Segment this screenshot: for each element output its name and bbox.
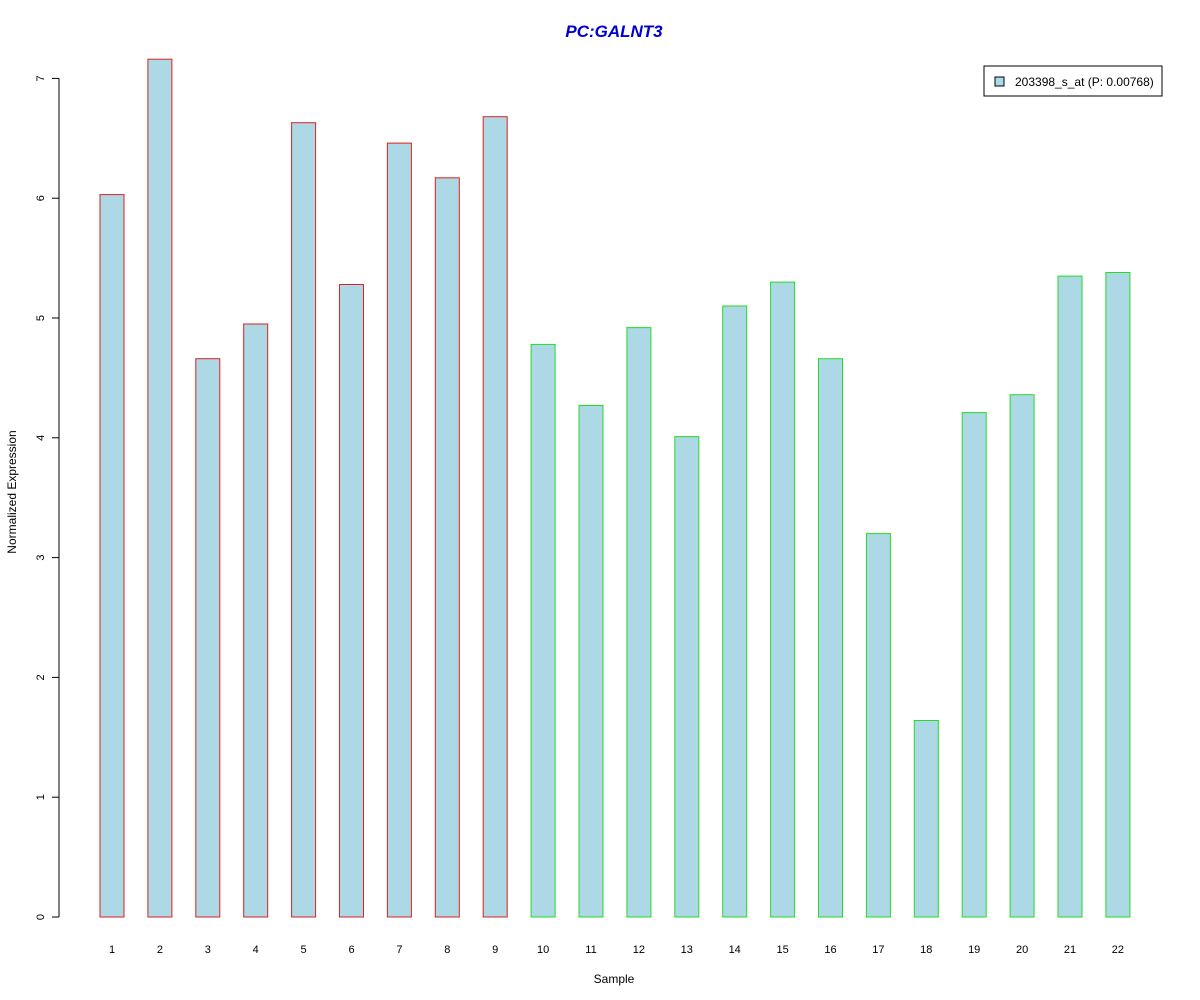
bar-sample-1	[99, 194, 125, 918]
x-tick-label: 12	[633, 944, 645, 956]
x-tick-label: 19	[968, 944, 980, 956]
bar-sample-9	[482, 116, 508, 918]
bars-group	[99, 58, 1131, 918]
bar-sample-7	[386, 142, 412, 918]
x-tick-label: 22	[1112, 944, 1124, 956]
x-tick-label: 8	[444, 944, 450, 956]
bar-sample-21	[1057, 275, 1083, 918]
y-tick-label: 7	[35, 75, 47, 81]
bar-sample-22	[1105, 272, 1131, 918]
y-axis-label: Normalized Expression	[5, 430, 19, 553]
bar-sample-17	[865, 533, 891, 918]
x-tick-label: 1	[109, 944, 115, 956]
y-tick-label: 6	[35, 195, 47, 201]
x-tick-label: 14	[729, 944, 741, 956]
x-tick-label: 20	[1016, 944, 1028, 956]
chart-title: PC:GALNT3	[565, 22, 663, 41]
y-tick-label: 4	[35, 435, 47, 441]
x-tick-label: 13	[681, 944, 693, 956]
x-tick-label: 7	[396, 944, 402, 956]
bar-sample-12	[626, 327, 652, 918]
bar-sample-14	[722, 305, 748, 918]
y-tick-label: 0	[35, 914, 47, 920]
x-tick-label: 4	[253, 944, 259, 956]
legend: 203398_s_at (P: 0.00768)	[983, 65, 1163, 97]
x-axis-label: Sample	[594, 972, 635, 986]
x-tick-label: 15	[776, 944, 788, 956]
bar-sample-3	[195, 358, 221, 918]
x-tick-label: 21	[1064, 944, 1076, 956]
bar-sample-4	[243, 323, 269, 918]
bar-sample-2	[147, 58, 173, 918]
x-tick-label: 6	[348, 944, 354, 956]
legend-swatch	[994, 76, 1005, 87]
x-tick-label: 17	[872, 944, 884, 956]
legend-box	[983, 65, 1163, 97]
bar-sample-15	[770, 281, 796, 918]
x-tick-label: 9	[492, 944, 498, 956]
y-tick-label: 2	[35, 674, 47, 680]
y-tick-label: 5	[35, 315, 47, 321]
x-tick-label: 2	[157, 944, 163, 956]
x-tick-label: 11	[585, 944, 596, 956]
bar-sample-18	[913, 720, 939, 918]
y-tick-label: 1	[35, 794, 47, 800]
bar-sample-16	[818, 358, 843, 918]
x-tick-label: 10	[537, 944, 549, 956]
x-tick-label: 18	[920, 944, 932, 956]
bar-sample-8	[434, 177, 460, 918]
bar-sample-13	[674, 436, 700, 918]
bar-sample-10	[530, 343, 556, 918]
x-axis-tick-labels: 1 2 3 4 5 6 7 8 9 10 11 12 13 14 15 16 17 18 19 20 21 22	[109, 944, 1124, 956]
x-tick-label: 16	[824, 944, 836, 956]
x-tick-label: 5	[301, 944, 307, 956]
bar-sample-6	[339, 284, 364, 918]
bar-sample-20	[1009, 394, 1035, 918]
y-tick-label: 3	[35, 555, 47, 561]
legend-label: 203398_s_at (P: 0.00768)	[1015, 75, 1154, 89]
bar-sample-19	[961, 412, 987, 918]
bar-sample-11	[578, 405, 604, 918]
bar-sample-5	[291, 122, 317, 918]
x-tick-label: 3	[205, 944, 211, 956]
y-axis: 0 1 2 3 4 5 6 7	[35, 75, 60, 920]
